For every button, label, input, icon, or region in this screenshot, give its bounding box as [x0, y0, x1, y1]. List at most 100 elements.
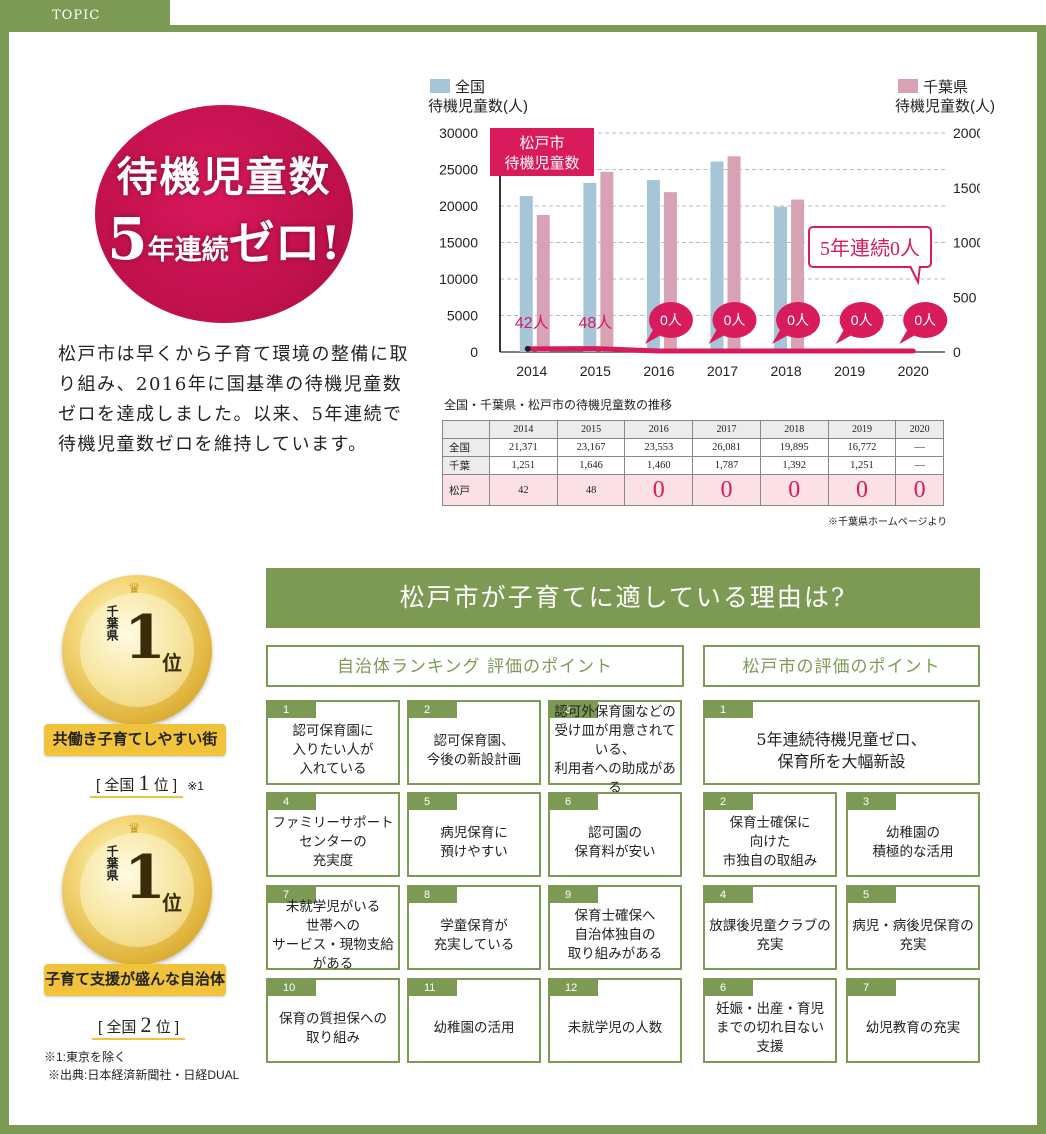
headline-number: 5	[107, 205, 148, 273]
headline-subtitle: 5年連続ゼロ!	[95, 205, 353, 273]
left-tick-label: 15000	[439, 235, 478, 251]
legend-chiba-name: 千葉県	[923, 79, 969, 96]
medal-ribbon-2: 子育て支援が盛んな自治体	[44, 964, 226, 996]
medal-prefecture: 千葉県	[105, 605, 119, 641]
point-number: 9	[550, 887, 598, 903]
streak-callout-tail	[909, 265, 921, 286]
national-rank-number: 1	[138, 770, 150, 795]
point-number: 2	[409, 702, 457, 718]
x-tick-label: 2014	[516, 363, 547, 379]
streak-callout-box	[808, 226, 932, 268]
zero-bubble-label: 0人	[660, 312, 682, 328]
point-text: 保育の質担保への 取り組み	[279, 1010, 387, 1046]
table-year: 2016	[624, 420, 694, 439]
x-tick-label: 2019	[834, 363, 865, 379]
table-cell-zero: 0	[895, 474, 944, 506]
table-corner	[442, 420, 490, 439]
table-row-matsudo: 松戸 42 48 0 0 0 0 0	[442, 474, 944, 506]
ranking-point-card: 9 保育士確保へ 自治体独自の 取り組みがある	[548, 885, 682, 970]
zero-bubble-label: 0人	[724, 312, 746, 328]
streak-callout-text: 5年連続0人	[820, 237, 920, 260]
right-tick-label: 500	[953, 289, 977, 305]
national-rank-unit: 位	[155, 1019, 171, 1036]
table-cell: 42	[489, 474, 558, 506]
zero-bubble-tail	[708, 330, 727, 344]
ranking-point-card: 8 学童保育が 充実している	[407, 885, 541, 970]
crown-icon: ♛	[128, 581, 141, 597]
point-number: 7	[848, 980, 896, 996]
ranking-point-card: 11 幼稚園の活用	[407, 978, 541, 1063]
ranking-point-card: 4 ファミリーサポート センターの 充実度	[266, 792, 400, 877]
right-tick-label: 2000	[953, 125, 980, 141]
national-rank-bracket: [ 全国 1 位 ]	[90, 770, 184, 798]
legend-national-unit: 待機児童数(人)	[428, 98, 528, 115]
matsudo-line	[525, 346, 916, 354]
table-row: 全国 21,371 23,167 23,553 26,081 19,895 16…	[442, 438, 944, 457]
matsudo-point-card: 6 妊娠・出産・育児 までの切れ目ない 支援	[703, 978, 837, 1063]
legend-swatch-national	[430, 79, 450, 93]
national-rank-bracket: [ 全国 2 位 ]	[92, 1012, 186, 1040]
table-cell: 1,460	[624, 456, 694, 475]
matsudo-point-card: 2 保育士確保に 向けた 市独自の取組み	[703, 792, 837, 877]
footnote-1: ※1:東京を除く	[44, 1050, 127, 1064]
zero-bubble-tail	[899, 330, 918, 344]
table-caption: 全国・千葉県・松戸市の待機児童数の推移	[444, 398, 673, 412]
zero-bubble	[839, 302, 884, 338]
zero-bubble	[648, 302, 693, 338]
table-cell: 1,787	[692, 456, 761, 475]
point-text: 未就学児がいる 世帯への サービス・現物支給がある	[272, 898, 394, 972]
matsudo-points-header: 松戸市の評価のポイント	[703, 645, 980, 687]
point-number: 11	[409, 980, 457, 996]
medal-ribbon-1: 共働き子育てしやすい街	[44, 724, 226, 756]
topic-tab: TOPIC	[0, 0, 170, 32]
point-number: 1	[705, 702, 753, 718]
table-row: 千葉 1,251 1,646 1,460 1,787 1,392 1,251 —	[442, 456, 944, 475]
point-number: 6	[705, 980, 753, 996]
point-number: 5	[409, 794, 457, 810]
point-number: 10	[268, 980, 316, 996]
matsudo-start-dot	[524, 345, 531, 352]
point-text: 病児保育に 預けやすい	[440, 824, 508, 860]
table-note: ※千葉県ホームページより	[828, 517, 948, 528]
zero-bubble	[776, 302, 821, 338]
point-text: 学童保育が 充実している	[433, 917, 515, 953]
point-text: 未就学児の人数	[567, 1020, 663, 1036]
ranking-point-card: 6 認可園の 保育料が安い	[548, 792, 682, 877]
table-cell: —	[895, 438, 944, 457]
table-cell: 1,646	[556, 456, 626, 475]
table-year: 2015	[556, 420, 626, 439]
matsudo-label-line: 待機児童数	[504, 154, 579, 172]
zero-bubble-tail	[772, 330, 791, 344]
point-text: 認可保育園、 今後の新設計画	[426, 732, 522, 768]
intro-text: 松戸市は早くから子育て環境の整備に取り組み、2016年に国基準の待機児童数ゼロを…	[58, 344, 409, 455]
chiba-bar	[536, 215, 550, 352]
point-number: 6	[550, 794, 598, 810]
left-tick-label: 0	[470, 344, 478, 360]
headline-zero: ゼロ!	[228, 216, 341, 270]
point-number: 4	[268, 794, 316, 810]
matsudo-point-card: 5 病児・病後児保育の 充実	[846, 885, 980, 970]
ranking-point-card: 3 認可外保育園などの 受け皿が用意されている、 利用者への助成がある	[548, 700, 682, 796]
table-cell-zero: 0	[759, 474, 829, 506]
left-tick-label: 5000	[447, 308, 478, 324]
medal-rank: 1	[124, 843, 166, 913]
table-year: 2018	[759, 420, 829, 439]
left-tick-label: 10000	[439, 271, 478, 287]
point-text: 妊娠・出産・育児 までの切れ目ない 支援	[716, 1001, 824, 1055]
ranking-point-card: 7 未就学児がいる 世帯への サービス・現物支給がある	[266, 885, 400, 972]
point-number: 3	[848, 794, 896, 810]
point-number: 7	[268, 887, 316, 903]
x-tick-label: 2020	[898, 363, 929, 379]
zero-bubble-label: 0人	[914, 312, 936, 328]
national-rank-1: [ 全国 1 位 ] ※1	[90, 770, 204, 798]
table-cell: 1,392	[759, 456, 829, 475]
matsudo-value-label: 42人	[515, 314, 549, 332]
legend-national-name: 全国	[455, 79, 486, 96]
zero-bubble-label: 0人	[787, 312, 809, 328]
row-label: 全国	[442, 438, 490, 457]
point-number: 2	[705, 794, 753, 810]
national-bar	[583, 182, 597, 352]
crown-icon: ♛	[128, 821, 141, 837]
national-rank-unit: 位	[153, 777, 169, 794]
national-rank-2: [ 全国 2 位 ]	[92, 1012, 186, 1040]
